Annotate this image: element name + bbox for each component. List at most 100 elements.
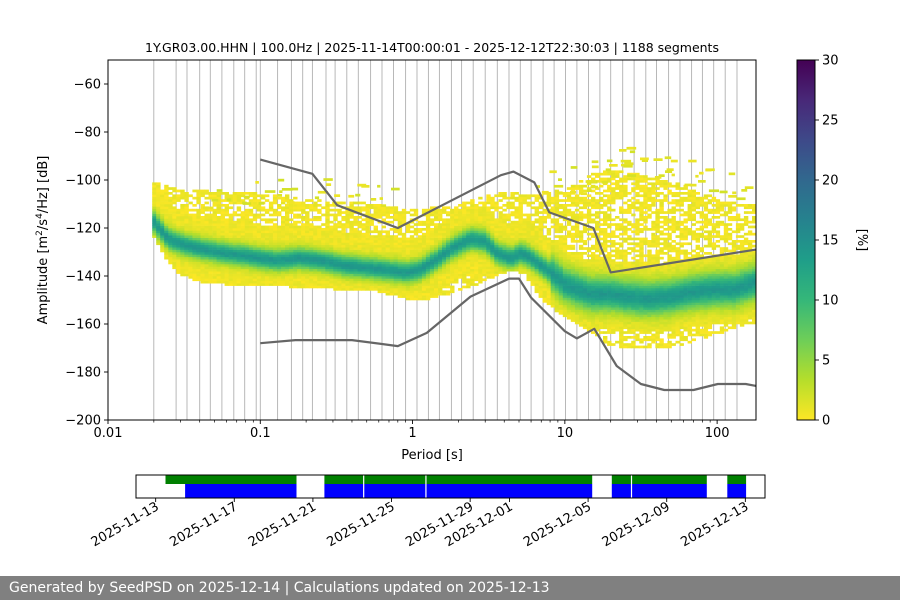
- density-cell: [313, 216, 318, 219]
- density-cell: [393, 252, 399, 255]
- density-cell: [671, 285, 676, 289]
- density-cell: [578, 206, 584, 210]
- density-cell: [220, 204, 225, 207]
- density-cell: [643, 314, 648, 318]
- density-cell: [647, 213, 652, 217]
- density-cell: [582, 216, 588, 219]
- density-cell: [478, 264, 483, 267]
- density-cell: [176, 259, 181, 262]
- density-cell: [188, 201, 193, 205]
- density-cell: [675, 273, 680, 277]
- density-cell: [393, 268, 399, 272]
- density-cell: [200, 276, 205, 279]
- density-cell: [305, 244, 310, 248]
- density-cell: [373, 237, 378, 241]
- density-cell: [397, 292, 403, 296]
- density-cell: [409, 256, 415, 260]
- density-cell: [574, 259, 580, 262]
- density-cell: [244, 192, 250, 195]
- density-cell: [510, 192, 515, 195]
- density-cell: [659, 278, 664, 282]
- density-cell: [675, 278, 680, 282]
- density-cell: [635, 328, 640, 332]
- density-cell: [518, 235, 523, 238]
- density-cell: [357, 230, 362, 234]
- density-cell: [373, 247, 378, 250]
- density-cell: [671, 211, 676, 214]
- density-cell: [542, 259, 547, 262]
- density-cell: [228, 259, 234, 262]
- density-cell: [196, 259, 201, 262]
- density-cell: [582, 321, 588, 325]
- density-cell: [421, 268, 427, 272]
- density-cell: [434, 259, 439, 262]
- density-cell: [244, 237, 250, 241]
- density-cell: [196, 235, 201, 238]
- density-cell: [570, 261, 576, 265]
- density-cell: [421, 276, 427, 279]
- density-cell: [208, 216, 213, 219]
- density-cell: [675, 283, 680, 286]
- density-cell: [506, 259, 511, 262]
- density-cell: [603, 314, 608, 318]
- density-cell: [305, 230, 310, 234]
- density-cell: [558, 256, 564, 260]
- density-cell: [623, 220, 628, 224]
- density-cell: [361, 201, 366, 205]
- density-cell: [260, 196, 266, 200]
- density-cell: [413, 259, 419, 262]
- density-cell: [631, 314, 636, 318]
- density-cell: [409, 249, 415, 253]
- density-cell: [442, 225, 447, 229]
- density-cell: [301, 211, 306, 214]
- density-cell: [313, 252, 318, 255]
- density-cell: [244, 261, 250, 265]
- density-cell: [442, 218, 447, 222]
- density-cell: [192, 235, 197, 238]
- density-cell: [478, 211, 483, 214]
- density-cell: [450, 259, 455, 262]
- density-cell: [566, 292, 572, 296]
- density-cell: [232, 280, 238, 284]
- density-cell: [494, 271, 499, 274]
- density-cell: [595, 223, 600, 226]
- density-cell: [526, 194, 531, 198]
- density-cell: [578, 184, 584, 188]
- density-cell: [478, 273, 483, 277]
- density-cell: [586, 266, 592, 270]
- density-cell: [458, 228, 463, 231]
- density-cell: [667, 247, 672, 250]
- density-cell: [486, 228, 491, 231]
- density-cell: [256, 242, 262, 246]
- density-cell: [643, 216, 648, 219]
- density-cell: [421, 249, 427, 253]
- density-cell: [285, 228, 290, 231]
- density-cell: [623, 273, 628, 277]
- density-cell: [518, 220, 523, 224]
- density-cell: [357, 254, 362, 258]
- density-cell: [498, 247, 503, 250]
- density-cell: [429, 288, 435, 291]
- density-cell: [297, 235, 302, 238]
- density-cell: [591, 261, 596, 265]
- density-cell: [458, 220, 463, 224]
- density-cell: [196, 232, 201, 236]
- density-cell: [667, 290, 672, 294]
- density-cell: [305, 278, 310, 282]
- density-cell: [526, 220, 531, 224]
- density-cell: [518, 259, 523, 262]
- density-cell: [405, 247, 411, 250]
- density-cell: [667, 256, 672, 260]
- density-cell: [643, 254, 648, 258]
- density-cell: [417, 264, 423, 267]
- density-cell: [607, 326, 612, 330]
- density-cell: [385, 285, 390, 289]
- density-cell: [244, 264, 250, 267]
- density-cell: [623, 187, 628, 190]
- density-cell: [417, 235, 423, 238]
- density-cell: [450, 225, 455, 229]
- density-cell: [486, 261, 491, 265]
- density-cell: [619, 312, 624, 315]
- density-cell: [397, 232, 403, 236]
- density-cell: [627, 316, 632, 320]
